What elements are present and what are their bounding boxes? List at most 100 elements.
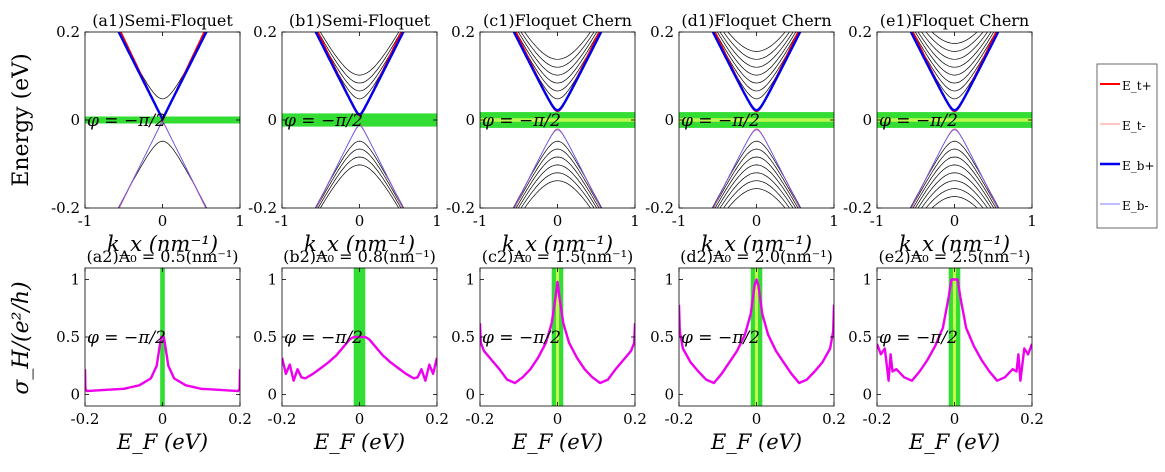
yellow-core: [754, 268, 759, 406]
y-tick-label: 1: [465, 271, 475, 289]
band-line: [917, 32, 992, 68]
y-tick-label: -0.2: [51, 199, 80, 217]
phi-annotation: φ = −π/2: [482, 111, 561, 131]
y-tick-label: -0.2: [645, 199, 674, 217]
band-line: [719, 172, 794, 208]
x-tick-label: 0.2: [1020, 410, 1044, 428]
x-tick-label: 0.2: [425, 410, 449, 428]
panel-plot-area: [877, 32, 1032, 208]
band-E-b-minus: [513, 129, 602, 208]
y-tick-label: 0.2: [253, 23, 277, 41]
y-tick-label: 0.2: [848, 23, 872, 41]
band-line: [716, 164, 797, 208]
y-tick-label: 0: [267, 386, 277, 404]
panel-title: (d1)Floquet Chern: [681, 11, 831, 30]
y-tick-label: 0.5: [56, 328, 80, 346]
band-line: [520, 32, 595, 68]
panel-plot-area: [480, 32, 635, 208]
band-line: [711, 140, 802, 208]
y-tick-label: -0.2: [843, 199, 872, 217]
y-tick-label: 0.2: [451, 23, 475, 41]
band-legend: E_t+ E_t- E_b+ E_b-: [1096, 63, 1158, 229]
panel-title: (e2)A₀ = 2.5(nm⁻¹): [879, 247, 1031, 266]
x-axis-label: E_F (eV): [313, 430, 405, 454]
y-tick-label: 0: [465, 386, 475, 404]
x-tick-label: 0: [355, 410, 365, 428]
x-tick-label: -1: [672, 212, 687, 230]
phi-annotation: φ = −π/2: [681, 111, 760, 131]
x-tick-label: 0.2: [623, 410, 647, 428]
band-line: [514, 148, 601, 208]
band-line: [319, 32, 400, 76]
y-tick-label: 1: [862, 271, 872, 289]
band-line: [517, 164, 598, 208]
y-tick-label: 0.5: [848, 328, 872, 346]
band-line: [727, 188, 786, 208]
y-tick-label: 1: [664, 271, 674, 289]
band-line: [713, 32, 800, 92]
y-tick-label: 0: [465, 111, 475, 129]
band-E-t-minus: [713, 128, 800, 208]
band-line: [912, 32, 997, 84]
band-line: [914, 32, 995, 76]
band-line: [319, 164, 400, 208]
band-line: [914, 164, 995, 208]
band-E-b-plus: [117, 32, 208, 122]
legend-label: E_b+: [1122, 159, 1155, 173]
x-axis-label: k_x (nm⁻¹): [701, 232, 812, 256]
x-tick-label: 0.2: [228, 410, 252, 428]
x-tick-label: 0: [158, 212, 168, 230]
y-tick-label: 0.5: [451, 328, 475, 346]
phi-annotation: φ = −π/2: [284, 328, 363, 348]
panel-b1: -1 0 1 -0.2 0 0.2 (b1)Semi-Floquet k_x (nm⁻¹) φ …: [248, 11, 442, 256]
x-axis-label: k_x (nm⁻¹): [502, 232, 613, 256]
y-tick-label: -0.2: [248, 199, 277, 217]
x-tick-label: 0.2: [822, 410, 846, 428]
panel-plot-area: [679, 32, 834, 208]
y-tick-label: 0: [70, 386, 80, 404]
band-E-b-minus: [315, 124, 404, 208]
band-E-b-plus: [711, 32, 802, 112]
x-tick-label: 1: [630, 212, 640, 230]
band-line: [524, 32, 591, 60]
band-E-b-plus: [909, 32, 1000, 112]
x-tick-label: 0: [355, 212, 365, 230]
panel-plot-area: [282, 32, 437, 208]
y-tick-label: 0.2: [56, 23, 80, 41]
panel-c2: -0.2 0 0.2 0 0.5 1 (c2)A₀ = 1.5(nm⁻¹) E_F (eV) φ…: [451, 247, 647, 454]
y-tick-label: 0: [70, 111, 80, 129]
x-tick-label: 0: [950, 410, 960, 428]
phi-annotation: φ = −π/2: [482, 328, 561, 348]
band-line: [317, 156, 402, 208]
panel-e2: -0.2 0 0.2 0 0.5 1 (e2)A₀ = 2.5(nm⁻¹) E_F (eV) φ…: [848, 247, 1044, 454]
y-tick-label: 0: [664, 386, 674, 404]
green-band: [282, 113, 437, 127]
phi-annotation: φ = −π/2: [681, 328, 760, 348]
x-tick-label: 1: [1027, 212, 1037, 230]
x-tick-label: -1: [78, 212, 93, 230]
yellow-core: [877, 118, 1032, 122]
panel-c1: -1 0 1 -0.2 0 0.2 (c1)Floquet Chern k_x (nm⁻¹) φ…: [446, 11, 640, 256]
yellow-core: [555, 268, 560, 406]
band-line: [931, 32, 978, 44]
legend-label: E_t-: [1122, 119, 1146, 133]
x-tick-label: 0: [752, 212, 762, 230]
band-line: [517, 32, 598, 76]
band-line: [713, 148, 800, 208]
legend-label: E_t+: [1122, 79, 1152, 93]
panel-title: (a2)A₀ = 0.5(nm⁻¹): [86, 247, 238, 266]
y-tick-label: 1: [267, 271, 277, 289]
panel-title: (b1)Semi-Floquet: [289, 11, 431, 30]
y-tick-label: 0: [664, 111, 674, 129]
band-line: [714, 32, 799, 84]
panel-a1: -1 0 1 -0.2 0 0.2 (a1)Semi-Floquet k_x (nm⁻¹) φ …: [51, 11, 245, 256]
x-tick-label: 0: [553, 410, 563, 428]
sigma-curve: [480, 280, 635, 385]
y-tick-label: 0.5: [253, 328, 277, 346]
band-line: [925, 188, 984, 208]
x-tick-label: 1: [235, 212, 245, 230]
sigma-curve: [877, 278, 1032, 382]
band-line: [921, 180, 988, 208]
x-axis-label: E_F (eV): [908, 430, 1000, 454]
